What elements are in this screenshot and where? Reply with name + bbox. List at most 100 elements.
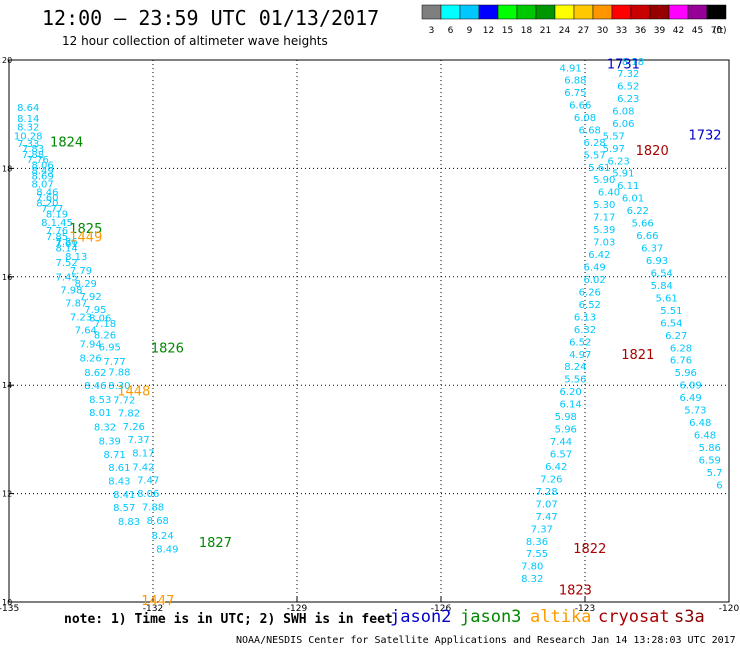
wave-height-label: 7.94	[79, 339, 101, 350]
colorbar-label: 21	[540, 26, 551, 36]
y-tick-label: 12	[2, 490, 12, 499]
pass-time-label: 1827	[199, 536, 232, 551]
wave-height-label: 8.14	[17, 114, 39, 125]
pass-time-label: 1448	[117, 385, 150, 400]
colorbar-swatch	[592, 4, 613, 20]
wave-height-label: 7.60	[36, 193, 58, 204]
mission-jason2: jason2	[390, 607, 452, 627]
wave-height-label: 6.08	[574, 113, 596, 124]
wave-height-label: 8.71	[103, 450, 125, 461]
wave-height-label: 6.42	[588, 250, 610, 261]
wave-height-label: 5.7	[707, 468, 723, 479]
wave-height-label: 7.23	[70, 312, 92, 323]
y-tick-label: 18	[2, 164, 12, 173]
wave-height-label: 8.29	[75, 279, 97, 290]
wave-height-label: 5.73	[684, 406, 706, 417]
chart-subtitle: 12 hour collection of altimeter wave hei…	[62, 34, 328, 48]
wave-height-label: 7.18	[94, 319, 116, 330]
wave-height-label: 8.19	[46, 209, 68, 220]
wave-height-label: 6.95	[99, 343, 121, 354]
wave-height-label: 5.30	[593, 200, 615, 211]
credit-line: NOAA/NESDIS Center for Satellite Applica…	[236, 635, 736, 646]
wave-height-label: 7.61	[55, 239, 77, 250]
wave-height-label: 7.47	[137, 476, 159, 487]
wave-height-label: 8.06	[31, 161, 53, 172]
mission-jason3: jason3	[460, 607, 522, 627]
wave-height-label: 8.30	[108, 381, 130, 392]
x-tick-label: -135	[0, 604, 19, 614]
wave-height-label: 6.26	[579, 287, 601, 298]
wave-height-label: 8.01	[89, 408, 111, 419]
pass-time-label: 1825	[69, 222, 102, 237]
wave-height-label: 8.14	[55, 244, 77, 255]
y-tick-label: 10	[2, 598, 12, 607]
colorbar-swatch	[554, 4, 575, 20]
wave-height-label: 5.39	[593, 225, 615, 236]
colorbar-swatch	[573, 4, 594, 20]
wave-height-label: 6.75	[564, 88, 586, 99]
wave-height-label: 6.23	[617, 94, 639, 105]
wave-height-label: 7.87	[65, 298, 87, 309]
wave-height-label: 8.32	[94, 422, 116, 433]
wave-height-label: 8.26	[94, 330, 116, 341]
wave-height-label: 7.82	[118, 408, 140, 419]
wave-height-label: 5.51	[660, 306, 682, 317]
mission-s3a: s3a	[674, 607, 705, 627]
wave-height-label: 6.06	[612, 119, 634, 130]
wave-height-label: 4.97	[569, 350, 591, 361]
wave-height-label: 8.68	[147, 516, 169, 527]
colorbar-label: 24	[559, 26, 571, 36]
wave-height-label: 8.20	[36, 199, 58, 210]
wave-height-label: 8.06	[89, 313, 111, 324]
x-tick-label: -129	[287, 604, 308, 614]
wave-height-label: 5.96	[675, 368, 697, 379]
wave-height-label: 7.76	[27, 155, 49, 166]
colorbar-label: 33	[616, 26, 627, 36]
wave-height-label: 6.01	[622, 194, 644, 205]
colorbar-swatch	[687, 4, 708, 20]
wave-height-label: 7.03	[593, 238, 615, 249]
wave-height-label: 6.54	[651, 268, 673, 279]
colorbar-swatch	[440, 4, 461, 20]
wave-height-label: 8.24	[151, 531, 173, 542]
wave-height-label: 5.57	[583, 150, 605, 161]
colorbar-swatch	[459, 4, 480, 20]
wave-height-label: 8.61	[108, 463, 130, 474]
pass-time-label: 1732	[688, 128, 721, 143]
colorbar-label: 15	[502, 26, 513, 36]
wave-height-label: 6.09	[679, 381, 701, 392]
wave-height-label: 7.86	[55, 237, 77, 248]
wave-height-label: 8.32	[521, 574, 543, 585]
wave-height-label: 7.92	[79, 292, 101, 303]
colorbar-unit: (ft)	[713, 26, 727, 36]
wave-height-label: 7.44	[550, 437, 572, 448]
wave-height-label: 8.36	[526, 537, 548, 548]
mission-altika: altika	[530, 607, 592, 627]
x-tick-label: -120	[719, 604, 740, 614]
wave-height-label: 5.91	[612, 169, 634, 180]
wave-height-label: 7.88	[22, 150, 44, 161]
mission-cryosat: cryosat	[598, 607, 670, 627]
wave-height-label: 6.11	[617, 181, 639, 192]
colorbar-swatch	[668, 4, 689, 20]
wave-height-label: 6.27	[665, 331, 687, 342]
wave-height-label: 6.93	[646, 256, 668, 267]
colorbar-label: 70	[711, 26, 723, 36]
wave-height-label: 7.95	[84, 305, 106, 316]
colorbar-label: 3	[429, 26, 435, 36]
wave-height-label: 6.54	[660, 318, 682, 329]
wave-height-label: 7.80	[521, 562, 543, 573]
wave-height-label: 6.57	[550, 449, 572, 460]
pass-time-label: 1449	[69, 231, 102, 246]
colorbar-swatch	[497, 4, 518, 20]
wave-height-label: 6.08	[612, 106, 634, 117]
colorbar-swatch	[649, 4, 670, 20]
wave-height-label: 6.22	[627, 206, 649, 217]
x-tick-label: -132	[143, 604, 163, 614]
wave-height-label: 7.98	[60, 285, 82, 296]
wave-height-label: 8.57	[113, 503, 135, 514]
wave-height-label: 6.02	[583, 275, 605, 286]
wave-height-label: 6.59	[699, 455, 721, 466]
wave-height-label: 5.98	[555, 412, 577, 423]
